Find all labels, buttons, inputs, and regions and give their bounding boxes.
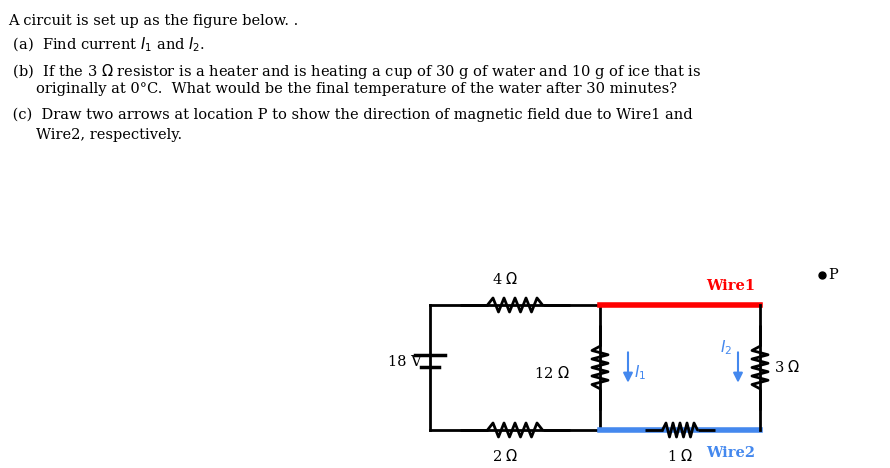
Text: A circuit is set up as the figure below. .: A circuit is set up as the figure below.…: [8, 14, 298, 28]
Text: Wire1: Wire1: [706, 279, 755, 293]
Text: $I_1$: $I_1$: [634, 363, 646, 382]
Text: (a)  Find current $I_1$ and $I_2$.: (a) Find current $I_1$ and $I_2$.: [8, 36, 205, 54]
Text: 4 $\Omega$: 4 $\Omega$: [492, 271, 518, 287]
Text: 12 $\Omega$: 12 $\Omega$: [534, 365, 570, 380]
Text: 1 $\Omega$: 1 $\Omega$: [667, 448, 693, 464]
Text: 3 $\Omega$: 3 $\Omega$: [774, 359, 800, 375]
Text: 18 V: 18 V: [388, 356, 422, 370]
Text: (b)  If the 3 $\Omega$ resistor is a heater and is heating a cup of 30 g of wate: (b) If the 3 $\Omega$ resistor is a heat…: [8, 62, 701, 81]
Text: $I_2$: $I_2$: [720, 338, 732, 357]
Text: Wire2, respectively.: Wire2, respectively.: [36, 128, 182, 142]
Text: Wire2: Wire2: [706, 446, 755, 460]
Text: 2 $\Omega$: 2 $\Omega$: [492, 448, 518, 464]
Text: (c)  Draw two arrows at location P to show the direction of magnetic field due t: (c) Draw two arrows at location P to sho…: [8, 108, 692, 123]
Text: P: P: [828, 268, 837, 282]
Text: originally at 0°C.  What would be the final temperature of the water after 30 mi: originally at 0°C. What would be the fin…: [36, 82, 677, 96]
